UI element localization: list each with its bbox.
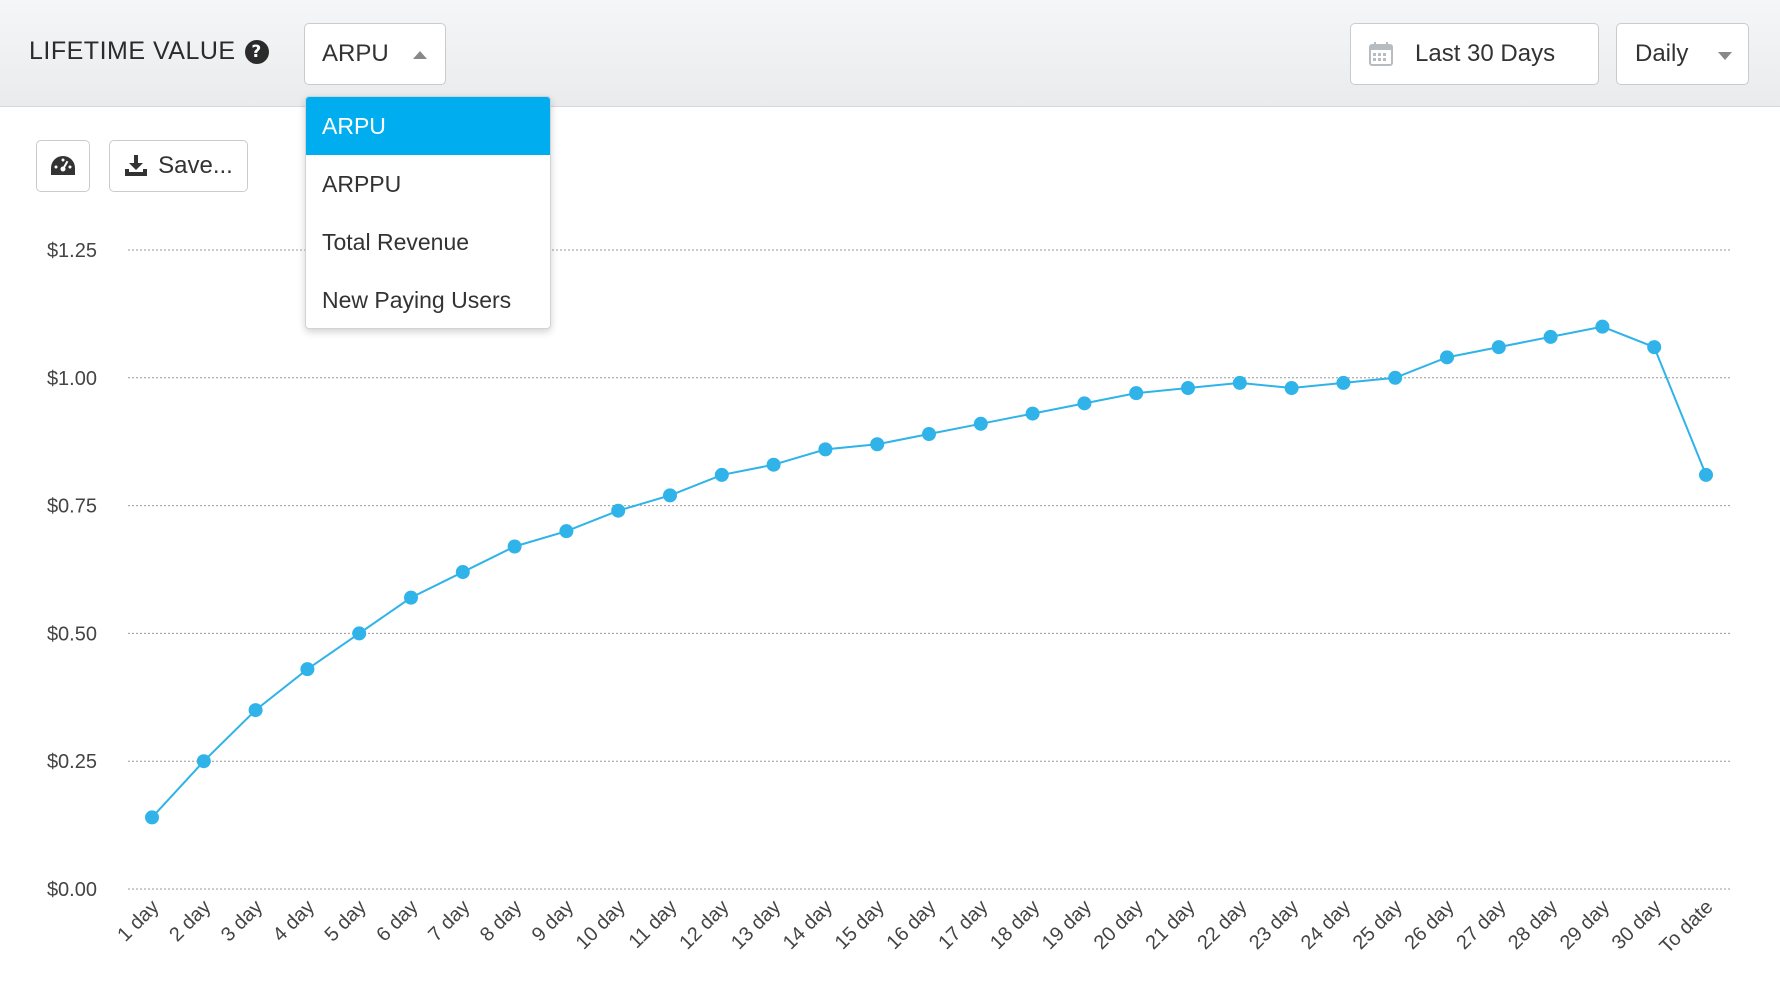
data-point — [1543, 329, 1558, 344]
x-tick-label: 24 day — [1297, 896, 1355, 954]
data-point — [352, 626, 367, 641]
x-tick-label: 19 day — [1038, 896, 1096, 954]
period-select[interactable]: Daily — [1616, 23, 1749, 85]
data-point — [1595, 319, 1610, 334]
x-tick-label: 7 day — [424, 896, 474, 946]
data-point — [248, 703, 263, 718]
metric-select-value: ARPU — [322, 40, 389, 67]
page-title: LIFETIME VALUE ? — [29, 37, 269, 66]
x-tick-label: 16 day — [883, 896, 941, 954]
x-tick-label: 8 day — [476, 896, 526, 946]
y-tick-label: $1.00 — [47, 368, 97, 390]
x-tick-label: 25 day — [1349, 896, 1407, 954]
chart-grid — [128, 249, 1731, 890]
save-button-label: Save... — [158, 152, 233, 179]
data-point — [973, 416, 988, 431]
metric-option-arppu[interactable]: ARPPU — [322, 171, 402, 197]
x-tick-label: 12 day — [675, 896, 733, 954]
dashboard-gauge-icon — [51, 156, 75, 175]
calendar-icon — [1369, 42, 1393, 66]
data-point — [1284, 381, 1299, 396]
data-point — [559, 524, 574, 539]
x-tick-label: 3 day — [217, 896, 267, 946]
data-point — [922, 427, 936, 442]
caret-up-icon — [413, 51, 427, 59]
header-bar: LIFETIME VALUE ? ARPU Last 30 Days Daily — [0, 0, 1780, 107]
x-tick-label: 6 day — [372, 896, 422, 946]
data-point — [1491, 340, 1506, 355]
y-tick-label: $0.75 — [47, 496, 97, 518]
data-point — [1129, 386, 1144, 401]
x-tick-label: 13 day — [727, 896, 785, 954]
data-point — [1077, 396, 1092, 411]
x-tick-label: 26 day — [1401, 896, 1459, 954]
dashboard-button[interactable] — [36, 140, 90, 192]
x-axis-ticks: 1 day 2 day 3 day 4 day 5 day 6 day 7 day 8 day… — [113, 896, 1717, 958]
data-point — [455, 565, 470, 580]
x-tick-label: 30 day — [1608, 896, 1666, 954]
y-tick-label: $1.25 — [47, 240, 97, 262]
data-point — [663, 488, 677, 503]
date-range-label: Last 30 Days — [1415, 40, 1556, 67]
y-tick-label: $0.00 — [47, 879, 97, 901]
data-point — [196, 754, 211, 769]
metric-select[interactable]: ARPU — [304, 23, 446, 85]
data-point — [611, 503, 626, 518]
x-tick-label: 22 day — [1193, 896, 1251, 954]
x-tick-label: 15 day — [831, 896, 889, 954]
x-tick-label: 20 day — [1090, 896, 1148, 954]
data-point — [300, 662, 315, 677]
data-point — [1388, 370, 1403, 385]
x-tick-label: 2 day — [165, 896, 215, 946]
x-tick-label: 1 day — [113, 896, 163, 946]
caret-down-icon — [1718, 52, 1732, 60]
data-point — [818, 442, 833, 457]
metric-option-arpu[interactable]: ARPU — [306, 97, 550, 155]
data-point — [766, 457, 781, 472]
x-tick-label: 9 day — [528, 896, 578, 946]
data-point — [870, 437, 885, 452]
data-point — [1336, 375, 1351, 390]
date-range-button[interactable]: Last 30 Days — [1350, 23, 1599, 85]
x-tick-label: 4 day — [269, 896, 319, 946]
period-select-value: Daily — [1635, 40, 1689, 67]
x-tick-label: To date — [1656, 896, 1718, 958]
x-tick-label: 23 day — [1245, 896, 1303, 954]
data-point — [145, 810, 159, 825]
y-tick-label: $0.50 — [47, 623, 97, 645]
x-tick-label: 10 day — [572, 896, 630, 954]
data-point — [714, 467, 729, 482]
y-axis-ticks: $0.00 $0.25 $0.50 $0.75 $1.00 $1.25 — [47, 240, 97, 901]
data-point — [1025, 406, 1040, 421]
x-tick-label: 14 day — [779, 896, 837, 954]
x-tick-label: 18 day — [986, 896, 1044, 954]
x-tick-label: 5 day — [321, 896, 371, 946]
x-tick-label: 17 day — [934, 896, 992, 954]
data-point — [1440, 350, 1454, 365]
data-point — [507, 539, 522, 554]
page-title-text: LIFETIME VALUE — [29, 37, 236, 65]
metric-option-total-revenue[interactable]: Total Revenue — [322, 229, 470, 255]
data-point — [1181, 381, 1195, 396]
chart-series — [145, 319, 1713, 825]
x-tick-label: 27 day — [1452, 896, 1510, 954]
data-point — [404, 590, 418, 605]
series-line — [151, 325, 1707, 819]
x-tick-label: 21 day — [1142, 896, 1200, 954]
metric-dropdown-menu: ARPU ARPPU Total Revenue New Paying User… — [305, 96, 551, 329]
data-point — [1232, 375, 1247, 390]
download-icon — [125, 155, 148, 176]
y-tick-label: $0.25 — [47, 751, 97, 773]
metric-option-new-paying-users[interactable]: New Paying Users — [322, 287, 512, 313]
x-tick-label: 29 day — [1556, 896, 1614, 954]
x-tick-label: 28 day — [1504, 896, 1562, 954]
data-point — [1699, 467, 1713, 482]
data-point — [1647, 340, 1662, 355]
help-icon[interactable]: ? — [244, 39, 269, 64]
x-tick-label: 11 day — [625, 896, 682, 953]
save-button[interactable]: Save... — [109, 140, 248, 192]
